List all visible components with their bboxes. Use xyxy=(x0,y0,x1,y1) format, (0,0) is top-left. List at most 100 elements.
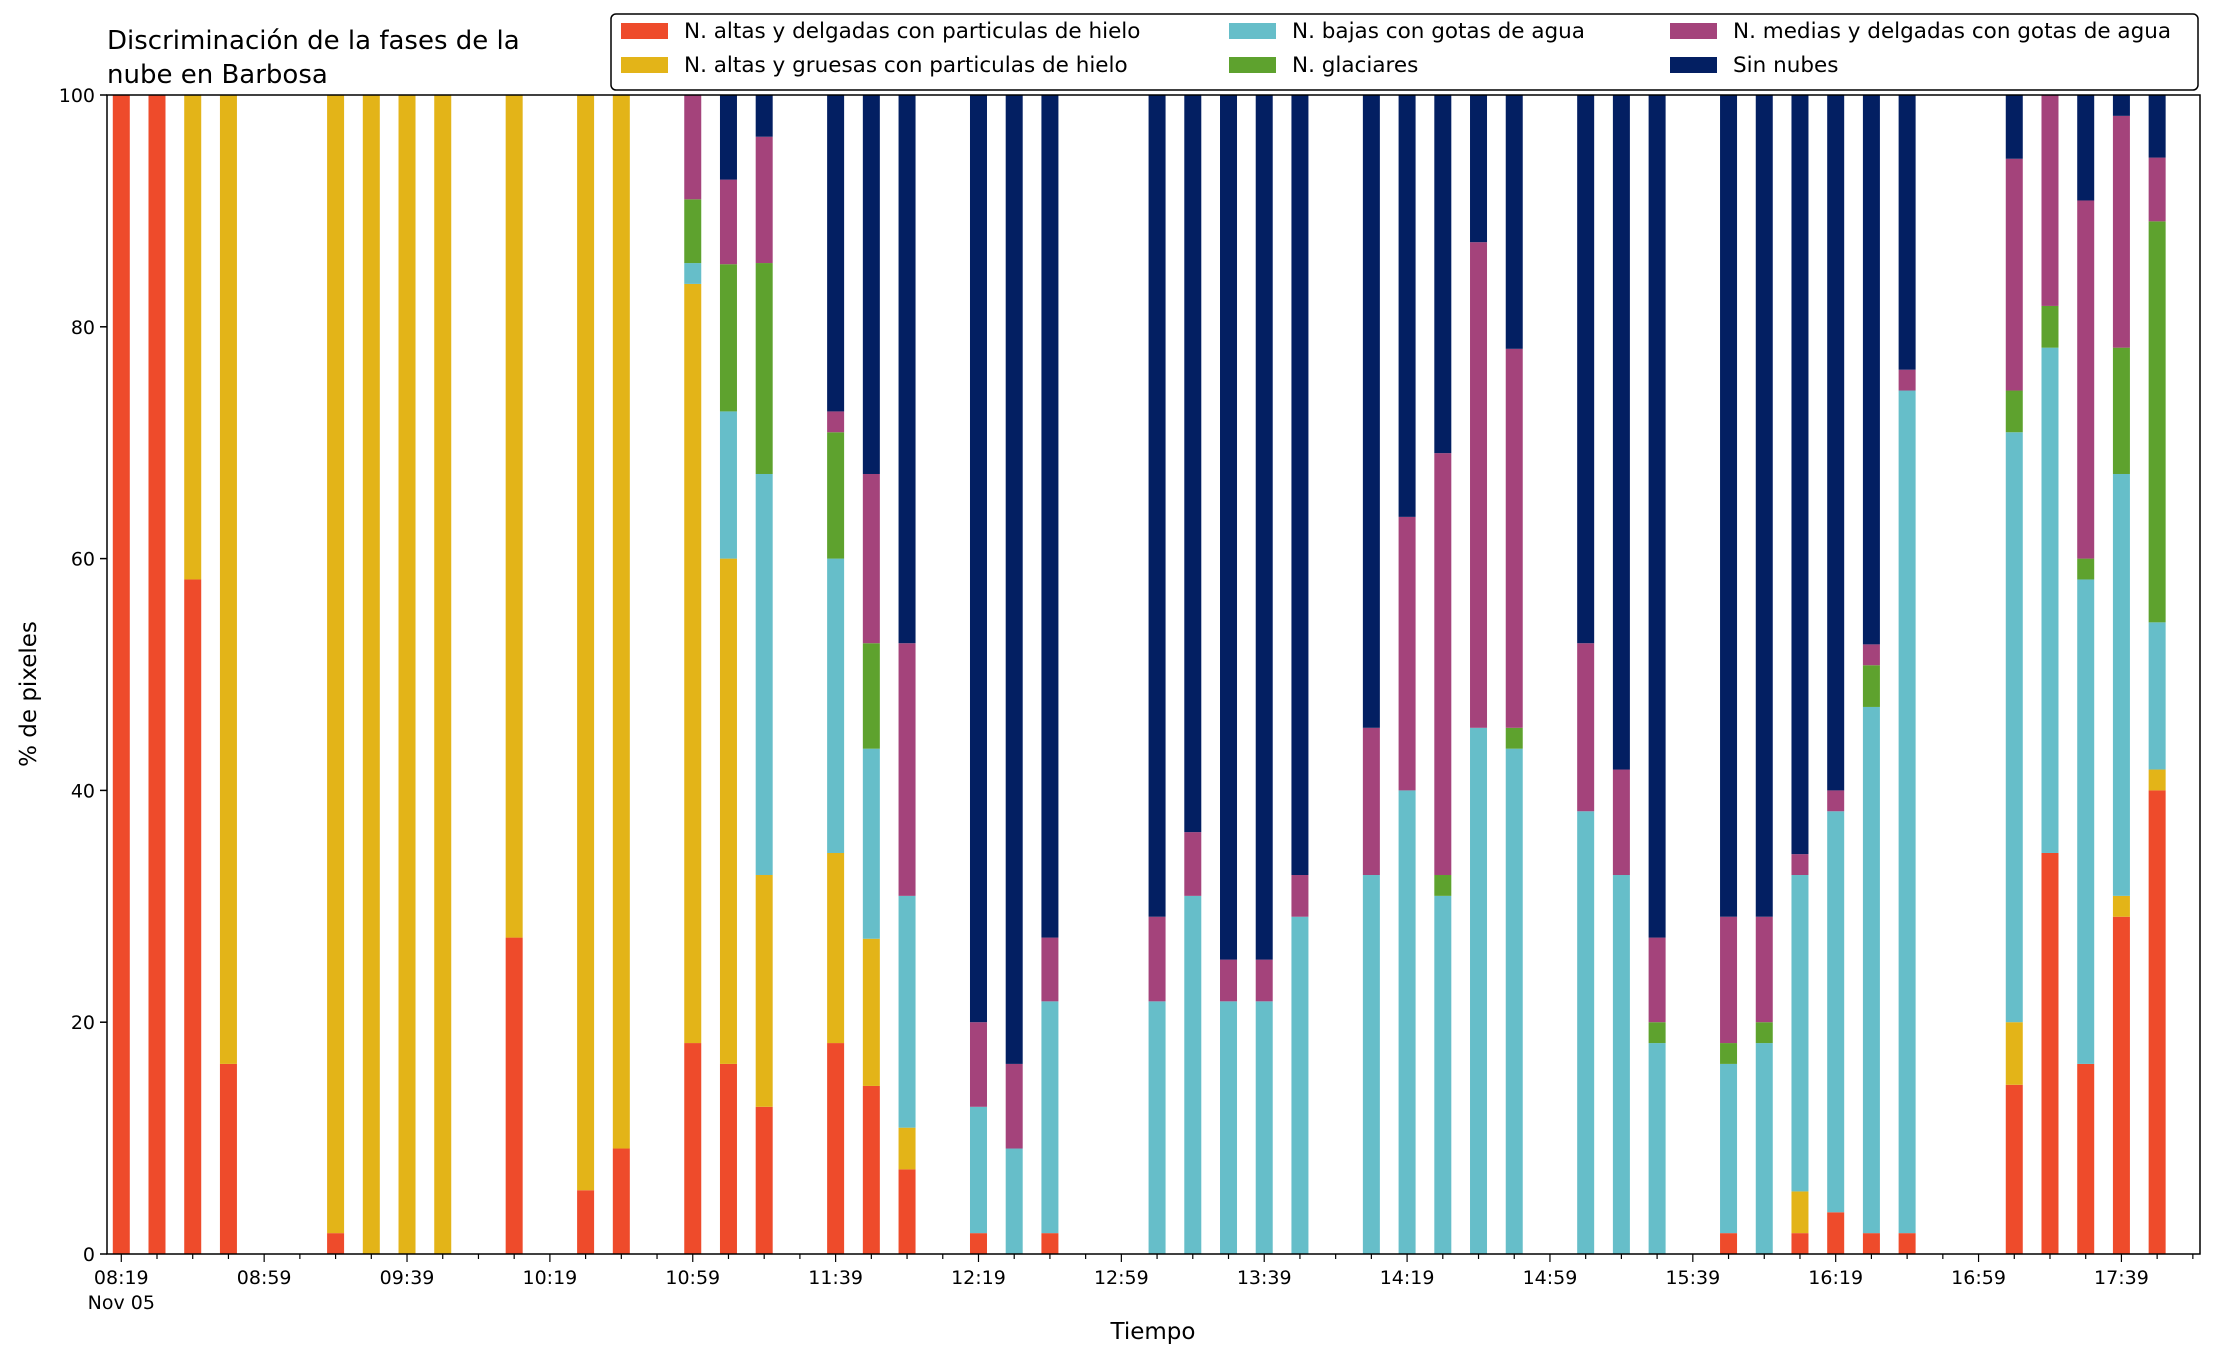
bar-1239-series-5 xyxy=(1041,95,1059,938)
bar-1059-series-0 xyxy=(684,1043,702,1254)
x-tick-label-1059: 10:59 xyxy=(665,1267,720,1289)
bar-1729-series-0 xyxy=(2077,1063,2095,1254)
bar-1429-series-4 xyxy=(1434,453,1452,876)
bar-0839-series-0 xyxy=(184,579,202,1254)
legend-label-2: N. bajas con gotas de agua xyxy=(1292,19,1585,44)
bar-1449-series-5 xyxy=(1505,95,1523,349)
x-tick-label-1219: 12:19 xyxy=(951,1267,1006,1289)
bar-1709-series-5 xyxy=(2005,95,2023,159)
bar-1219-series-5 xyxy=(969,95,987,1023)
bar-1119-series-5 xyxy=(755,95,773,137)
legend: N. altas y delgadas con particulas de hi… xyxy=(610,13,2199,91)
bar-1609-series-1 xyxy=(1791,1191,1809,1234)
bar-1159-series-5 xyxy=(898,95,916,644)
bar-1029-series-0 xyxy=(577,1190,595,1254)
bar-1349-series-5 xyxy=(1291,95,1309,876)
y-tick-label-100: 100 xyxy=(59,85,95,107)
bar-1749-series-3 xyxy=(2148,221,2166,623)
bar-1229-series-4 xyxy=(1005,1063,1023,1149)
bar-1739-series-1 xyxy=(2112,895,2130,917)
bar-1309-series-2 xyxy=(1148,1001,1166,1254)
y-tick-label-0: 0 xyxy=(83,1244,95,1266)
bar-1549-series-5 xyxy=(1720,95,1738,917)
bar-1349-series-2 xyxy=(1291,916,1309,1254)
y-tick-label-40: 40 xyxy=(71,780,95,802)
plot-frame xyxy=(106,94,2201,1255)
bar-1529-series-3 xyxy=(1648,1022,1666,1044)
bar-1749-series-1 xyxy=(2148,769,2166,791)
bar-1729-series-5 xyxy=(2077,95,2095,201)
bar-1719-series-2 xyxy=(2041,347,2059,853)
bar-0949-series-1 xyxy=(434,95,452,1254)
bar-1709-series-3 xyxy=(2005,390,2023,433)
bar-1409-series-2 xyxy=(1362,875,1380,1254)
bar-1409-series-5 xyxy=(1362,95,1380,728)
bar-1139-series-2 xyxy=(827,558,845,853)
bar-1629-series-2 xyxy=(1862,706,1880,1234)
x-tick-label-0859: 08:59 xyxy=(237,1267,292,1289)
bar-1509-series-4 xyxy=(1577,643,1595,812)
x-tick-label-1339: 13:39 xyxy=(1237,1267,1292,1289)
bar-1609-series-5 xyxy=(1791,95,1809,855)
chart-title-line-2: nube en Barbosa xyxy=(107,60,328,90)
bar-1519-series-2 xyxy=(1612,875,1630,1254)
bar-1309-series-4 xyxy=(1148,916,1166,1002)
bar-1529-series-4 xyxy=(1648,937,1666,1023)
bar-1559-series-5 xyxy=(1755,95,1773,917)
bar-0919-series-0 xyxy=(327,1233,345,1254)
bar-1159-series-1 xyxy=(898,1127,916,1170)
bar-1409-series-4 xyxy=(1362,727,1380,875)
bar-1139-series-3 xyxy=(827,432,845,559)
legend-swatch-4 xyxy=(1670,23,1717,39)
bar-1109-series-2 xyxy=(719,411,737,559)
bar-1139-series-0 xyxy=(827,1043,845,1254)
bar-1629-series-4 xyxy=(1862,644,1880,666)
bar-1149-series-1 xyxy=(862,938,880,1086)
bar-1149-series-3 xyxy=(862,643,880,749)
bar-1159-series-2 xyxy=(898,895,916,1128)
y-tick-label-80: 80 xyxy=(71,317,95,339)
bar-1519-series-4 xyxy=(1612,769,1630,876)
bar-1439-series-4 xyxy=(1470,242,1488,728)
x-tick-label-1019: 10:19 xyxy=(523,1267,578,1289)
bar-1149-series-0 xyxy=(862,1085,880,1254)
bar-1739-series-5 xyxy=(2112,95,2130,116)
bar-1429-series-2 xyxy=(1434,895,1452,1254)
bar-1149-series-5 xyxy=(862,95,880,474)
bar-1059-series-3 xyxy=(684,199,702,264)
bar-1419-series-5 xyxy=(1398,95,1416,517)
bar-1629-series-5 xyxy=(1862,95,1880,645)
x-tick-label-1739: 17:39 xyxy=(2094,1267,2149,1289)
x-axis: 08:19 Nov 05 08:59 09:39 10:19 10:59 11:39 12:1… xyxy=(88,1254,2194,1314)
bar-1549-series-0 xyxy=(1720,1233,1738,1254)
legend-swatch-3 xyxy=(1229,57,1276,73)
bar-1219-series-2 xyxy=(969,1106,987,1234)
bar-1219-series-0 xyxy=(969,1233,987,1254)
bar-1559-series-4 xyxy=(1755,916,1773,1023)
bar-1519-series-5 xyxy=(1612,95,1630,770)
bar-1449-series-3 xyxy=(1505,727,1523,749)
bar-1239-series-0 xyxy=(1041,1233,1059,1254)
bar-1749-series-4 xyxy=(2148,157,2166,222)
bar-1319-series-5 xyxy=(1184,95,1202,833)
bar-1039-series-0 xyxy=(612,1148,630,1254)
bar-1149-series-2 xyxy=(862,748,880,939)
bar-1329-series-4 xyxy=(1220,959,1238,1002)
bar-1529-series-2 xyxy=(1648,1043,1666,1254)
y-tick-label-60: 60 xyxy=(71,549,95,571)
bar-1029-series-1 xyxy=(577,95,595,1191)
bar-1109-series-4 xyxy=(719,179,737,265)
bar-1619-series-2 xyxy=(1827,811,1845,1213)
bar-1119-series-2 xyxy=(755,473,773,875)
bar-1509-series-2 xyxy=(1577,811,1595,1254)
bar-1609-series-4 xyxy=(1791,854,1809,875)
bar-1749-series-2 xyxy=(2148,622,2166,770)
chart-title-line-1: Discriminación de la fases de la xyxy=(107,26,520,56)
bar-1109-series-5 xyxy=(719,95,737,180)
bar-1319-series-2 xyxy=(1184,895,1202,1254)
bar-1639-series-4 xyxy=(1898,369,1916,391)
legend-swatch-0 xyxy=(621,23,668,39)
y-axis-label: % de pixeles xyxy=(16,621,42,767)
bar-1309-series-5 xyxy=(1148,95,1166,917)
